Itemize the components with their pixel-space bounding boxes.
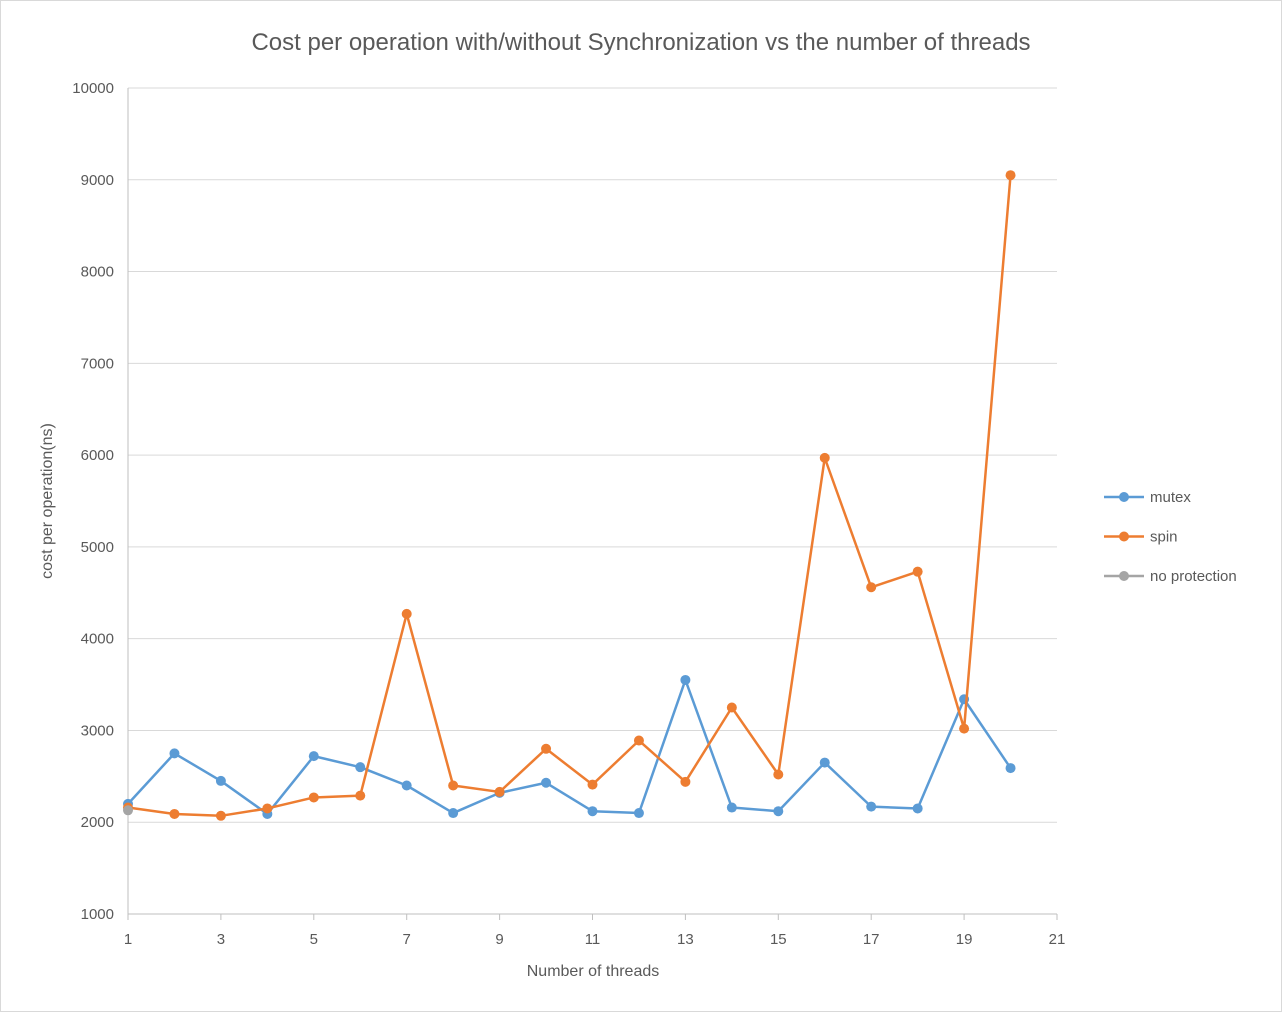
y-tick-label: 7000 (81, 355, 114, 372)
y-tick-label: 6000 (81, 447, 114, 464)
y-tick-label: 1000 (81, 906, 114, 923)
data-point-mutex (633, 808, 644, 819)
x-tick-label: 19 (956, 931, 973, 948)
data-point-mutex (541, 777, 552, 788)
y-tick-label: 8000 (81, 264, 114, 281)
data-point-mutex (912, 803, 923, 814)
legend-label: mutex (1150, 489, 1191, 506)
series-spin (123, 170, 1016, 821)
x-tick-label: 5 (310, 931, 318, 948)
y-tick-label: 9000 (81, 172, 114, 189)
legend-swatch-marker (1119, 571, 1129, 581)
series-no-protection (123, 805, 133, 816)
data-point-mutex (355, 762, 366, 773)
data-point-spin (866, 582, 877, 593)
series-line-spin (127, 175, 1012, 818)
x-tick-label: 21 (1049, 931, 1066, 948)
chart-title: Cost per operation with/without Synchron… (251, 29, 1030, 56)
data-point-mutex (169, 748, 180, 759)
data-point-spin (401, 608, 412, 619)
x-tick-label: 3 (217, 931, 225, 948)
data-point-spin (912, 566, 923, 577)
data-point-mutex (215, 775, 226, 786)
series-line-mutex (127, 678, 1012, 816)
series-group (123, 170, 1016, 821)
x-tick-label: 13 (677, 931, 694, 948)
data-point-spin (819, 452, 830, 463)
data-point-spin (494, 786, 505, 797)
x-tick-label: 9 (495, 931, 503, 948)
x-tick-label: 7 (403, 931, 411, 948)
data-point-spin (215, 810, 226, 821)
data-point-spin (308, 792, 319, 803)
legend-item-no-protection: no protection (1104, 568, 1237, 585)
x-axis-title: Number of threads (527, 963, 660, 980)
data-point-mutex (308, 751, 319, 762)
data-point-mutex (819, 757, 830, 768)
data-point-spin (1005, 170, 1016, 181)
data-point-mutex (866, 801, 877, 812)
axes: 1000 2000 3000 4000 5000 6000 7000 8000 9000 1000… (72, 80, 1065, 948)
y-axis-title: cost per operation(ns) (39, 423, 56, 579)
data-point-mutex (680, 674, 691, 685)
gridlines (128, 87, 1057, 915)
data-point-spin (169, 808, 180, 819)
legend-swatch-marker (1119, 531, 1129, 542)
data-point-mutex (1005, 763, 1016, 774)
y-tick-label: 10000 (72, 80, 114, 97)
data-point-mutex (587, 806, 598, 817)
y-tick-label: 4000 (81, 631, 114, 648)
data-point-spin (587, 779, 598, 790)
series-mutex (123, 674, 1016, 819)
x-tick-label: 11 (585, 931, 601, 948)
y-tick-label: 5000 (81, 539, 114, 556)
data-point-spin (773, 769, 784, 780)
data-point-mutex (401, 780, 412, 791)
data-point-mutex (726, 802, 737, 813)
data-point-spin (355, 790, 366, 801)
data-point-mutex (773, 806, 784, 817)
legend-label: no protection (1150, 568, 1237, 585)
x-tick-label: 15 (770, 931, 787, 948)
x-tick-label: 1 (124, 931, 132, 948)
data-point-spin (633, 735, 644, 746)
y-tick-label: 2000 (81, 814, 114, 831)
x-tick-label: 17 (863, 931, 880, 948)
data-point-spin (726, 702, 737, 713)
legend: mutex spin no protection (1104, 489, 1237, 585)
data-point-spin (448, 780, 459, 791)
data-point-spin (680, 776, 691, 787)
data-point-spin (262, 803, 273, 814)
legend-swatch-marker (1119, 492, 1129, 502)
data-point-mutex (448, 808, 459, 819)
data-point-spin (959, 723, 970, 734)
legend-label: spin (1150, 529, 1178, 546)
y-tick-label: 3000 (81, 722, 114, 739)
data-point-no-protection (123, 805, 133, 816)
data-point-spin (541, 743, 552, 754)
legend-item-spin: spin (1104, 529, 1178, 546)
legend-item-mutex: mutex (1104, 489, 1191, 506)
